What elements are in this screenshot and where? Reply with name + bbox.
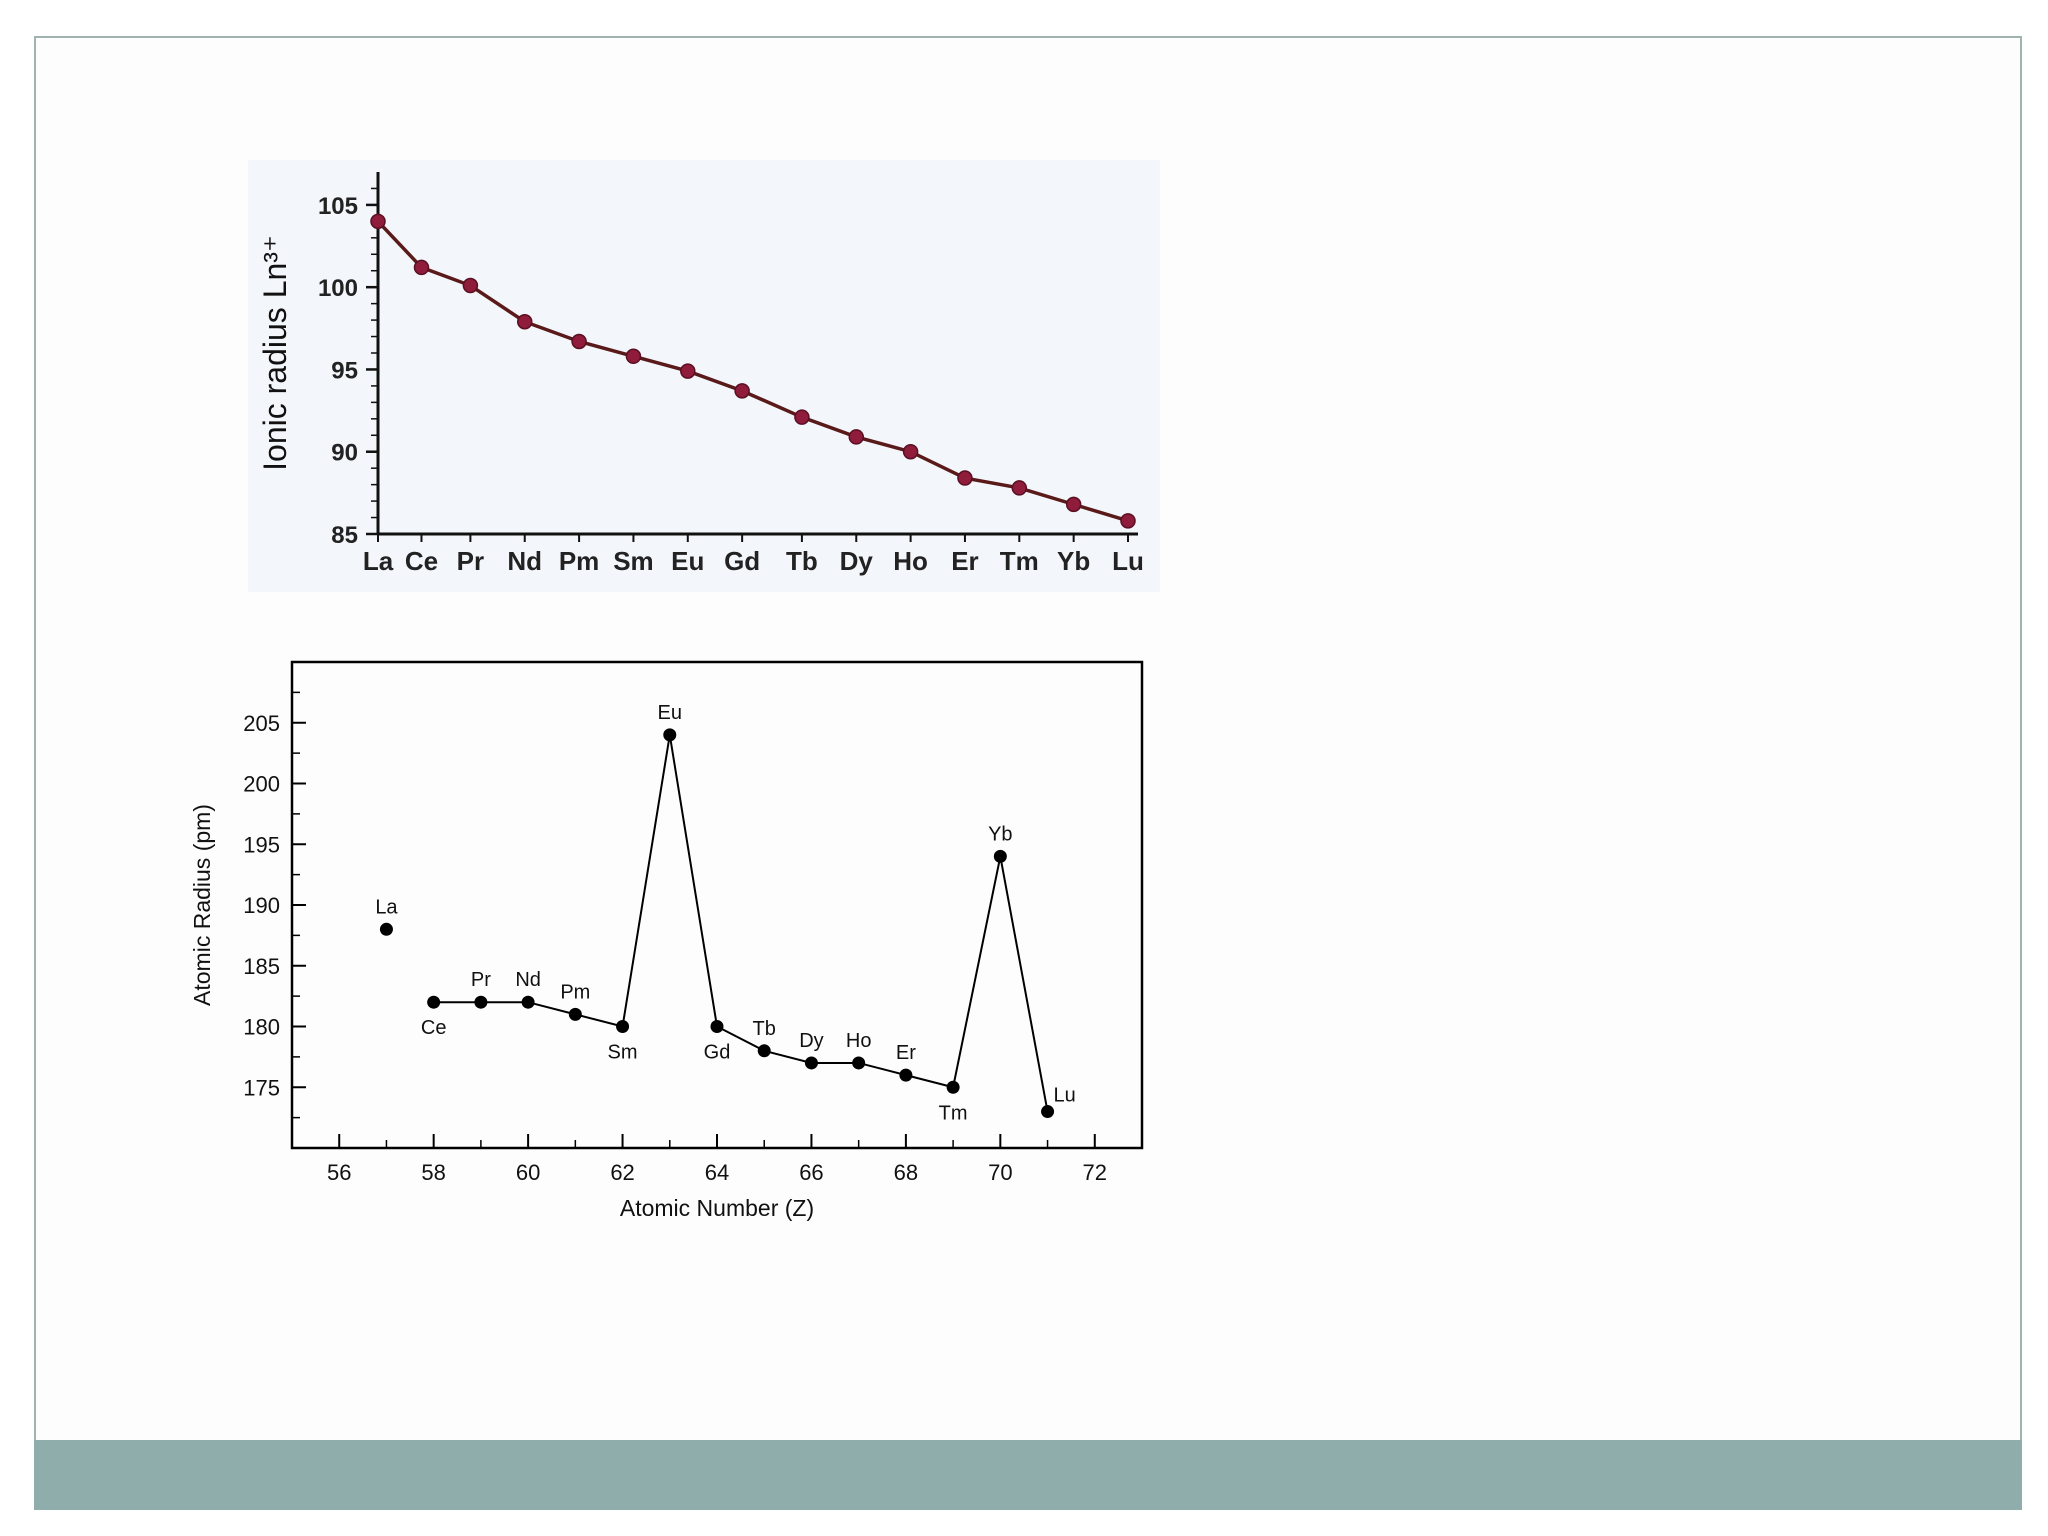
data-point <box>848 429 865 445</box>
y-tick-label: 185 <box>243 954 280 979</box>
y-tick-label: 180 <box>243 1015 280 1040</box>
x-tick-label: Gd <box>724 546 760 576</box>
x-tick-label: Dy <box>840 546 874 576</box>
x-tick-label: 64 <box>705 1160 729 1185</box>
x-tick-label: Sm <box>613 546 653 576</box>
y-tick-label: 205 <box>243 711 280 736</box>
data-point <box>794 409 810 425</box>
x-tick-label: 62 <box>610 1160 634 1185</box>
y-tick-label: 200 <box>243 772 280 797</box>
x-tick-label: 58 <box>421 1160 445 1185</box>
x-tick-label: Eu <box>671 546 704 576</box>
data-point <box>571 333 587 350</box>
point-label: Pr <box>471 969 491 991</box>
x-tick-label: Tb <box>786 546 818 576</box>
y-tick-label: 190 <box>243 893 280 918</box>
y-tick-label: 90 <box>331 440 358 467</box>
x-tick-label: Pr <box>457 546 484 576</box>
data-point <box>1041 1105 1055 1119</box>
point-label: Er <box>896 1042 916 1064</box>
point-label: Eu <box>658 702 682 724</box>
atomic-radius-chart: 175 180 185 190 195 200 205 56 58 60 62 64 66 68 70 72 A… <box>189 660 1144 1221</box>
x-tick-label: Ce <box>405 546 438 576</box>
data-point <box>680 363 696 379</box>
point-label: Ce <box>421 1017 447 1039</box>
data-point <box>521 995 535 1009</box>
point-label: Lu <box>1054 1085 1076 1107</box>
y-tick-label: 175 <box>243 1075 280 1100</box>
x-tick-label: La <box>363 546 394 576</box>
x-tick-label: Er <box>951 546 978 576</box>
data-point <box>946 1080 960 1094</box>
y-axis-label: Atomic Radius (pm) <box>189 804 215 1006</box>
point-label: Sm <box>608 1042 638 1064</box>
data-point <box>616 1020 630 1033</box>
ionic-radius-chart: 105 100 95 90 85 Ionic radius Ln³⁺ La Ce Pr Nd Pm S… <box>248 160 1160 592</box>
point-label: Nd <box>515 969 541 991</box>
point-label: Yb <box>988 823 1012 845</box>
data-point <box>957 470 973 486</box>
point-label: La <box>375 896 398 918</box>
data-point <box>710 1020 724 1033</box>
x-tick-label: 60 <box>516 1160 540 1185</box>
point-label: Pm <box>560 981 590 1003</box>
x-tick-label: 70 <box>988 1160 1012 1185</box>
data-point <box>734 383 750 399</box>
point-label: Tb <box>753 1018 776 1040</box>
x-tick-label: Nd <box>507 546 542 576</box>
data-point <box>757 1044 771 1058</box>
y-tick-label: 100 <box>318 275 358 302</box>
y-tick-label: 85 <box>331 522 358 549</box>
x-tick-label: 68 <box>894 1160 918 1185</box>
x-axis-label: Atomic Number (Z) <box>620 1195 814 1221</box>
point-label: Tm <box>939 1102 968 1124</box>
data-point <box>370 213 386 230</box>
y-axis-label: Ionic radius Ln³⁺ <box>257 235 293 471</box>
x-tick-label: Ho <box>893 546 928 576</box>
data-point <box>516 313 533 330</box>
point-label: Ho <box>846 1030 872 1052</box>
x-tick-label: 66 <box>799 1160 823 1185</box>
data-point <box>568 1007 582 1021</box>
point-label: Gd <box>704 1042 731 1064</box>
y-tick-label: 95 <box>331 357 358 384</box>
footer-bar <box>34 1440 2022 1510</box>
x-tick-label: Tm <box>1000 546 1039 576</box>
data-point <box>804 1056 818 1070</box>
data-point <box>1011 480 1028 496</box>
x-tick-label: Pm <box>559 546 599 576</box>
series-line <box>433 734 1049 1112</box>
point-label: Dy <box>799 1030 823 1052</box>
x-tick-label: 56 <box>327 1160 351 1185</box>
data-point <box>462 277 479 294</box>
x-tick-label: Lu <box>1112 546 1144 576</box>
data-point <box>902 443 919 460</box>
data-point <box>625 348 642 365</box>
data-point <box>427 995 441 1009</box>
data-point <box>993 849 1007 863</box>
data-point <box>1065 496 1082 513</box>
data-point <box>852 1056 866 1070</box>
data-point <box>474 995 488 1009</box>
x-tick-label: 72 <box>1083 1160 1107 1185</box>
x-tick-label: Yb <box>1057 546 1090 576</box>
data-point <box>379 922 393 936</box>
y-tick-label: 105 <box>318 193 358 220</box>
data-point <box>413 259 430 276</box>
data-point <box>1120 513 1136 529</box>
y-tick-label: 195 <box>243 832 280 857</box>
data-point <box>663 728 677 742</box>
plot-frame <box>290 660 1144 1150</box>
data-point <box>899 1068 913 1082</box>
